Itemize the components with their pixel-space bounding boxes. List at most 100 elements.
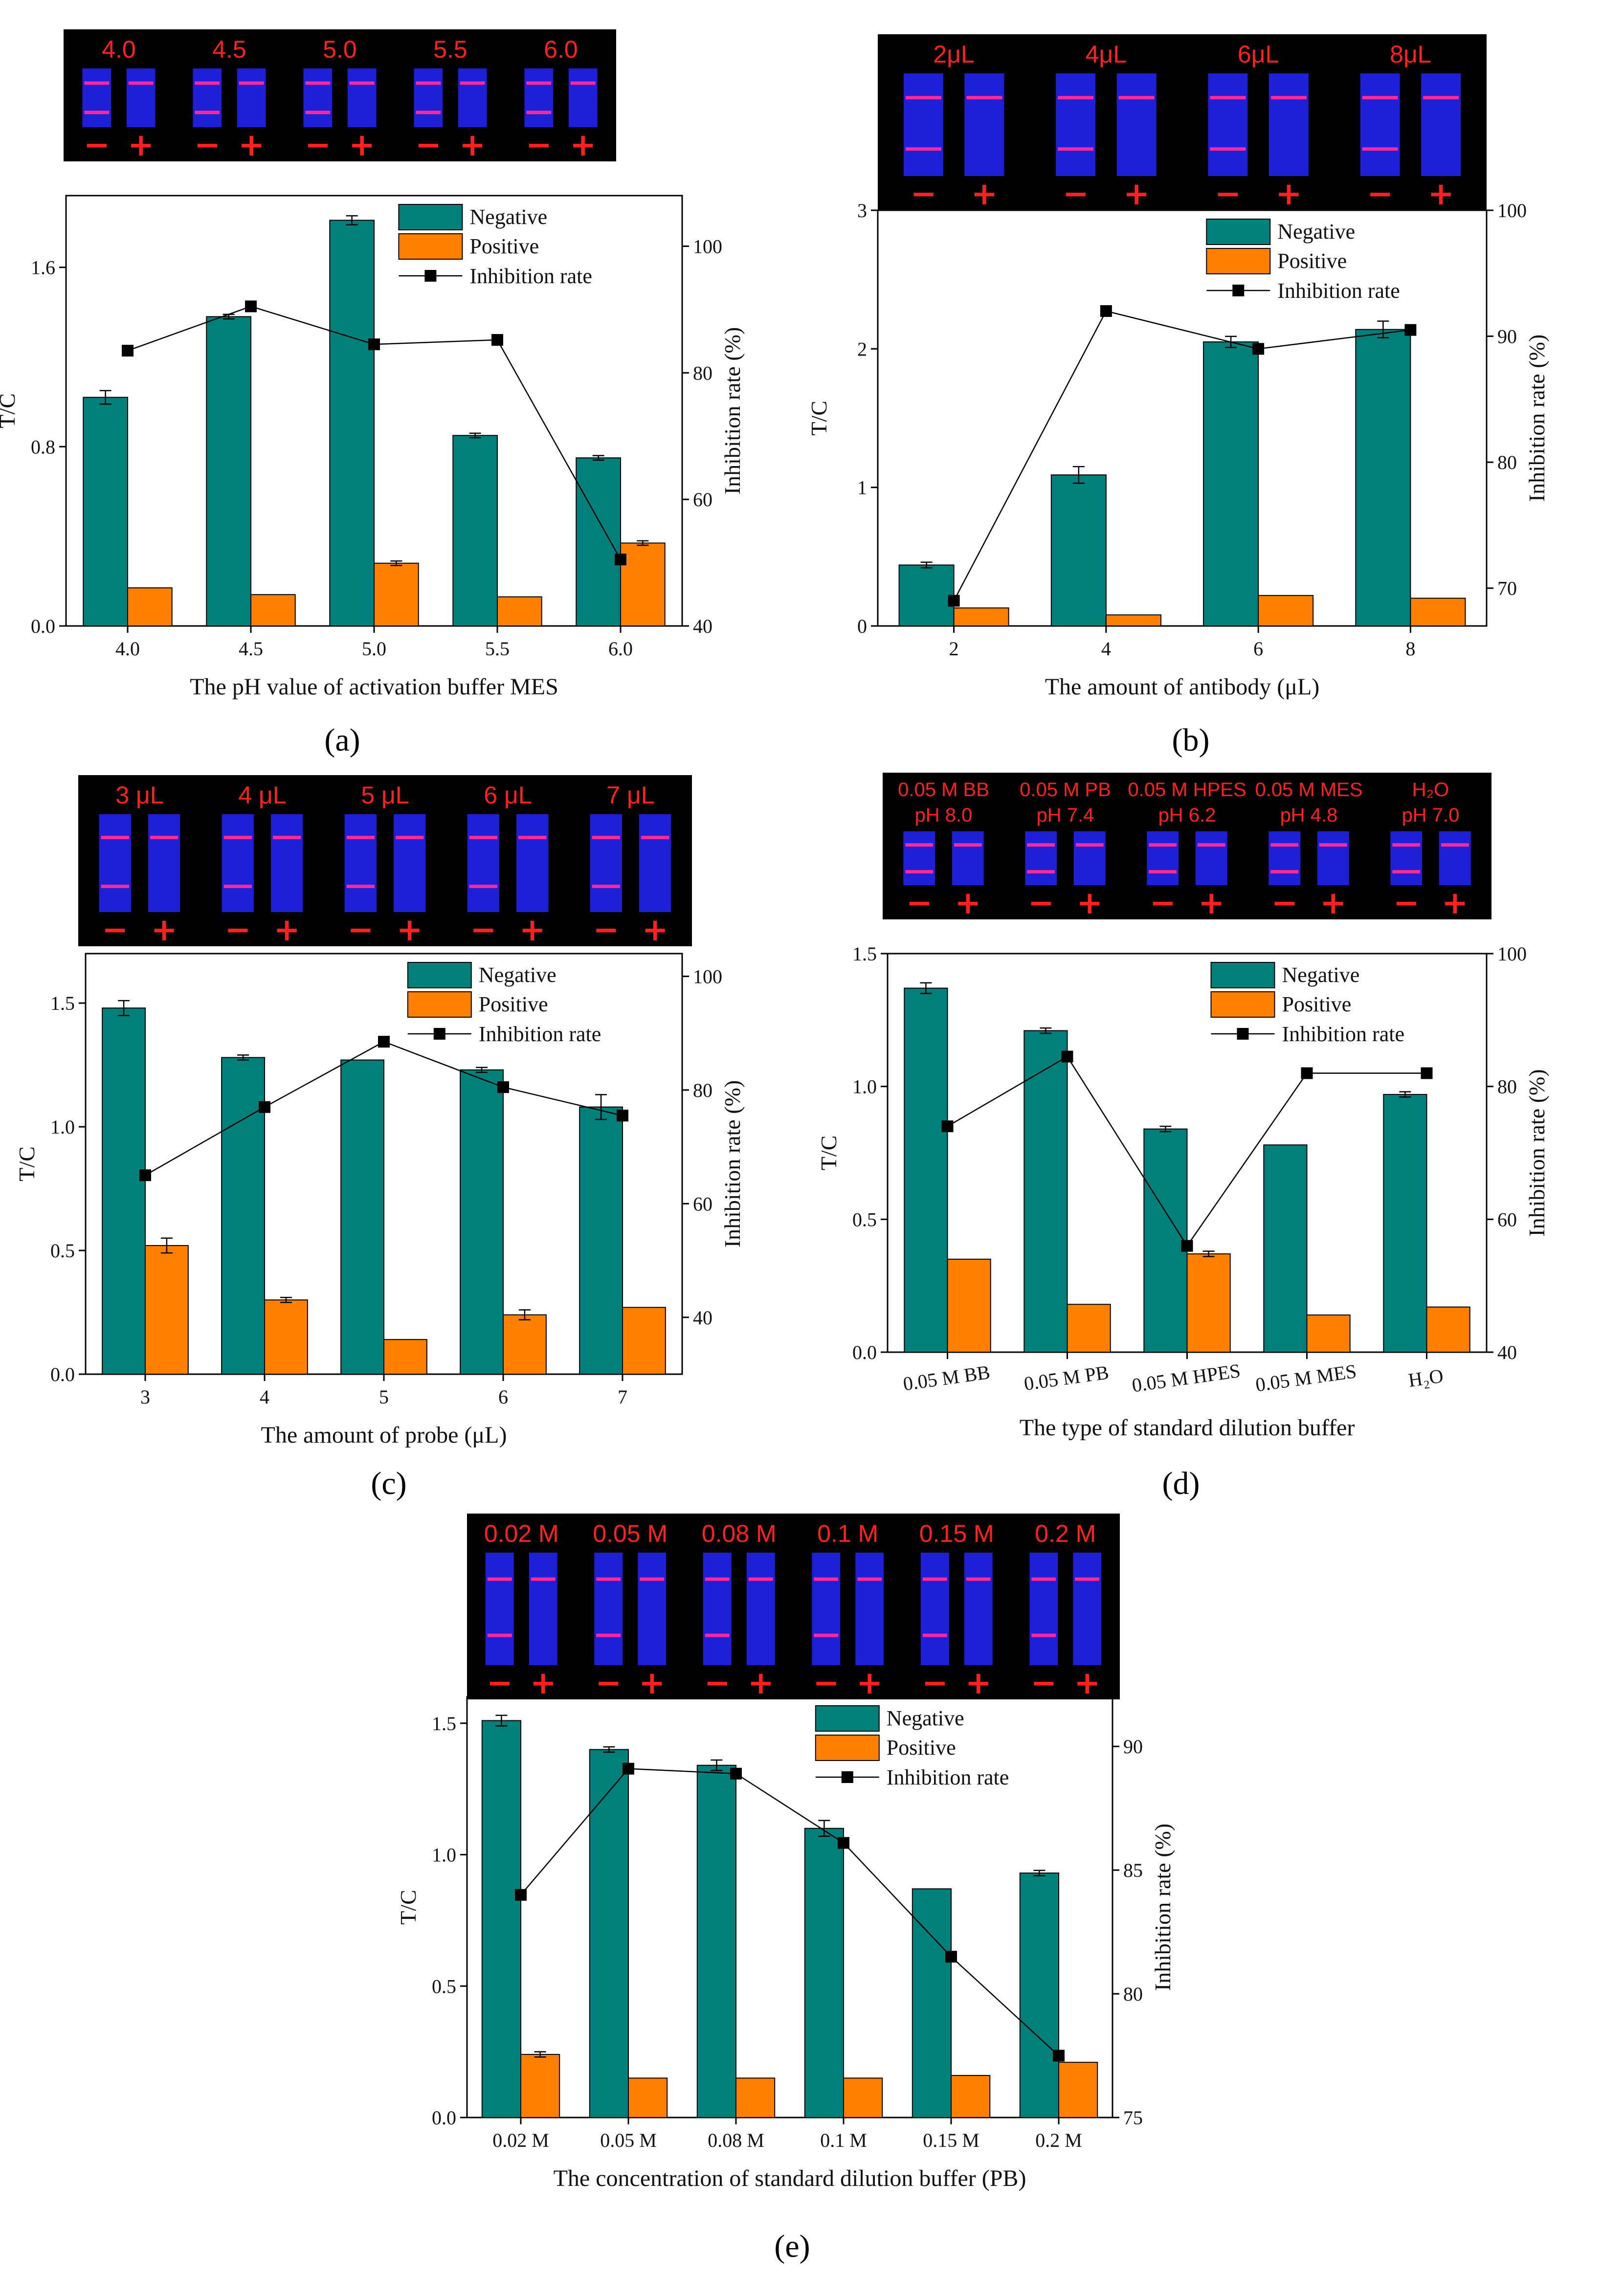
x-tick-label: 6.0 (608, 638, 633, 660)
plus-sign: + (459, 127, 486, 163)
plus-sign: + (1428, 176, 1454, 212)
test-line (1210, 147, 1246, 151)
bar-line-chart: 0.0 0.5 1.0 1.5 40 60 80 100 T/C Inhibition rate … (14, 953, 745, 1448)
control-line (1270, 96, 1307, 100)
control-line (966, 1577, 991, 1581)
plus-sign: + (397, 912, 423, 948)
positive-bar (520, 2054, 560, 2118)
control-line (1441, 843, 1469, 847)
positive-strip (568, 68, 598, 127)
test-line (416, 111, 441, 114)
strip-sublabel: pH 6.2 (1158, 804, 1216, 826)
legend: Negative Positive Inhibition rate (1206, 219, 1400, 303)
test-line (195, 111, 220, 114)
x-axis-title: The type of standard dilution buffer (1020, 1415, 1355, 1441)
test-line (1031, 1633, 1056, 1637)
y2-tick-label: 40 (1497, 1341, 1517, 1363)
plus-sign: + (519, 912, 546, 948)
minus-sign: − (347, 912, 374, 948)
positive-bar (1258, 595, 1314, 626)
y2-tick-label: 40 (693, 615, 712, 637)
positive-strip (1439, 831, 1471, 885)
negative-bar (1019, 1872, 1060, 2118)
minus-sign: − (595, 1665, 622, 1701)
legend-line-marker (1232, 285, 1245, 296)
control-line (922, 1577, 947, 1581)
legend-positive-swatch (407, 991, 472, 1018)
positive-bar (628, 2077, 668, 2118)
y-tick-label: 1.5 (50, 992, 75, 1014)
test-strip-image: 2μL− +4μL− +6μL− +8μL− + (878, 34, 1487, 212)
legend-negative-swatch (398, 204, 463, 230)
positive-strip (1073, 1553, 1102, 1665)
strip-background (467, 1514, 1120, 1699)
legend-negative-label: Negative (1277, 220, 1355, 244)
inhibition-rate-line (520, 1768, 1059, 2056)
y2-tick-label: 85 (1123, 1859, 1143, 1881)
strip-label: 0.05 M BB (898, 779, 989, 801)
x-tick-label: 5 (379, 1386, 389, 1408)
y2-tick-label: 60 (693, 489, 712, 511)
positive-bar (503, 1314, 547, 1375)
negative-strip (1268, 831, 1301, 885)
y-tick-label: 1.0 (432, 1844, 456, 1866)
negative-bar (579, 1106, 623, 1375)
strip-label: 7 μL (606, 781, 654, 809)
inhibition-rate-point (139, 1169, 151, 1181)
x-tick-label: 5.5 (485, 638, 510, 660)
y-tick-label: 0.0 (50, 1363, 75, 1385)
test-line (596, 1633, 621, 1637)
control-line (346, 836, 375, 839)
negative-strip (1025, 831, 1057, 885)
strip-label: 0.1 M (817, 1520, 878, 1547)
y-tick-label: 0.5 (50, 1240, 75, 1262)
positive-strip (1073, 831, 1106, 885)
y-axis-title: T/C (816, 1136, 841, 1171)
minus-sign: − (84, 127, 110, 163)
minus-sign: − (704, 1665, 731, 1701)
control-line (1270, 843, 1299, 847)
control-line (640, 1577, 665, 1581)
minus-sign: − (922, 1665, 948, 1701)
legend-line-label: Inhibition rate (469, 264, 592, 288)
positive-bar (1426, 1306, 1470, 1353)
y2-tick-label: 90 (1497, 326, 1517, 348)
y-tick-label: 1.6 (31, 257, 55, 279)
strip-sublabel: pH 4.8 (1280, 804, 1338, 826)
positive-strip (516, 814, 549, 912)
test-line (84, 111, 110, 114)
minus-sign: − (813, 1665, 839, 1701)
control-line (1027, 843, 1055, 847)
test-line (922, 1633, 947, 1637)
control-line (531, 1577, 556, 1581)
positive-strip (529, 1553, 557, 1665)
minus-sign: − (593, 912, 619, 948)
control-line (1197, 843, 1225, 847)
negative-bar (1050, 474, 1107, 627)
negative-strip (594, 1553, 623, 1665)
control-line (273, 836, 301, 839)
negative-bar (329, 220, 375, 626)
inhibition-rate-point (497, 1081, 509, 1093)
positive-strip (964, 1553, 993, 1665)
inhibition-rate-point (1061, 1050, 1073, 1063)
legend-line-marker (841, 1771, 853, 1783)
minus-sign: − (1367, 176, 1393, 212)
x-tick-label: 4.5 (239, 638, 263, 660)
x-axis-title: The concentration of standard dilution b… (554, 2165, 1026, 2191)
plus-sign: + (1076, 885, 1103, 921)
positive-strip (1116, 73, 1157, 176)
plus-sign: + (238, 127, 265, 163)
strip-background (78, 775, 692, 946)
control-line (469, 836, 497, 839)
test-line (1362, 147, 1398, 151)
legend-negative-label: Negative (1282, 963, 1360, 987)
control-line (416, 81, 441, 85)
positive-bar (947, 1258, 991, 1353)
inhibition-rate-point (1181, 1240, 1193, 1252)
control-line (239, 81, 264, 85)
negative-bar (589, 1749, 629, 2118)
plus-sign: + (965, 1665, 992, 1701)
y2-axis-title: Inhibition rate (%) (720, 1080, 745, 1248)
inhibition-rate-point (615, 554, 626, 566)
